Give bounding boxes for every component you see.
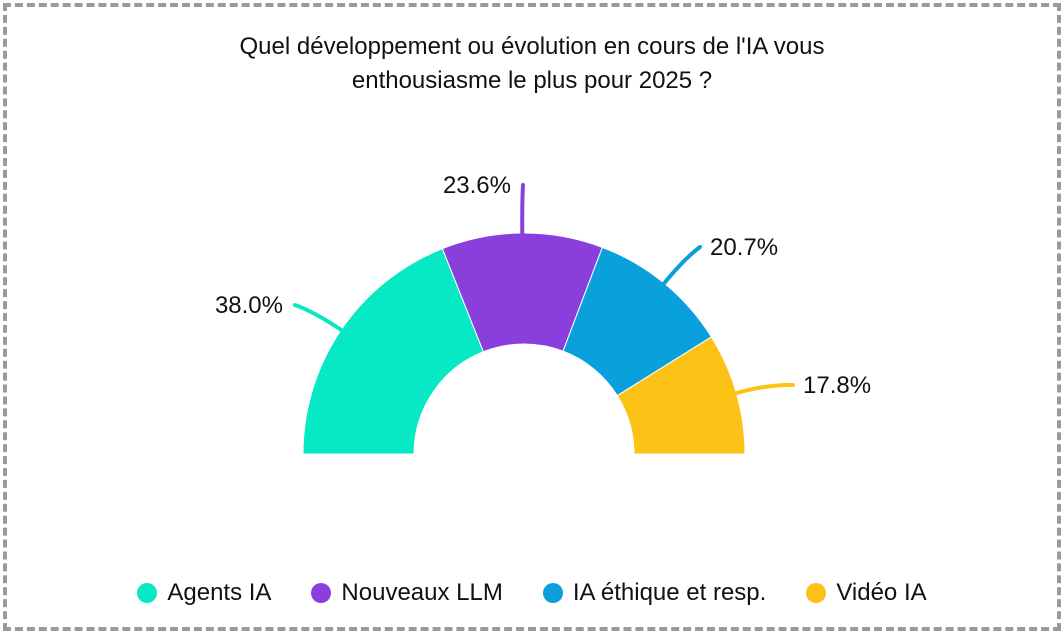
chart-legend: Agents IA Nouveaux LLM IA éthique et res… [0, 575, 1064, 611]
data-label-agents-ia: 38.0% [215, 292, 283, 319]
leader-line-nouveaux-llm [520, 183, 525, 238]
slice-video-ia[interactable] [616, 336, 746, 455]
legend-swatch-video-ia [806, 583, 827, 603]
data-label-video-ia: 17.8% [803, 372, 871, 399]
leader-line-video-ia [732, 382, 795, 396]
leader-line-ia-ethique [660, 245, 702, 287]
legend-item-ia-ethique[interactable]: IA éthique et resp. [542, 579, 767, 607]
legend-item-video-ia[interactable]: Vidéo IA [806, 579, 927, 607]
chart-slices [302, 232, 746, 455]
legend-label-video-ia: Vidéo IA [836, 579, 927, 606]
slice-agents-ia[interactable] [302, 247, 485, 455]
legend-swatch-nouveaux-llm [311, 583, 332, 603]
legend-label-nouveaux-llm: Nouveaux LLM [341, 579, 503, 606]
chart-leader-lines [293, 183, 795, 396]
chart-data-labels: 38.0% 23.6% 20.7% 17.8% [215, 172, 871, 399]
legend-item-agents-ia[interactable]: Agents IA [137, 579, 271, 607]
legend-item-nouveaux-llm[interactable]: Nouveaux LLM [311, 579, 503, 607]
chart-title: Quel développement ou évolution en cours… [0, 30, 1064, 98]
chart-title-line-1: Quel développement ou évolution en cours… [239, 33, 825, 60]
legend-swatch-agents-ia [137, 583, 158, 603]
data-label-nouveaux-llm: 23.6% [443, 172, 511, 199]
legend-swatch-ia-ethique [542, 583, 563, 603]
legend-label-agents-ia: Agents IA [167, 579, 272, 606]
data-label-ia-ethique: 20.7% [710, 234, 778, 261]
leader-line-agents-ia [293, 303, 345, 334]
chart-title-line-2: enthousiasme le plus pour 2025 ? [351, 67, 713, 94]
legend-label-ia-ethique: IA éthique et resp. [572, 579, 767, 606]
